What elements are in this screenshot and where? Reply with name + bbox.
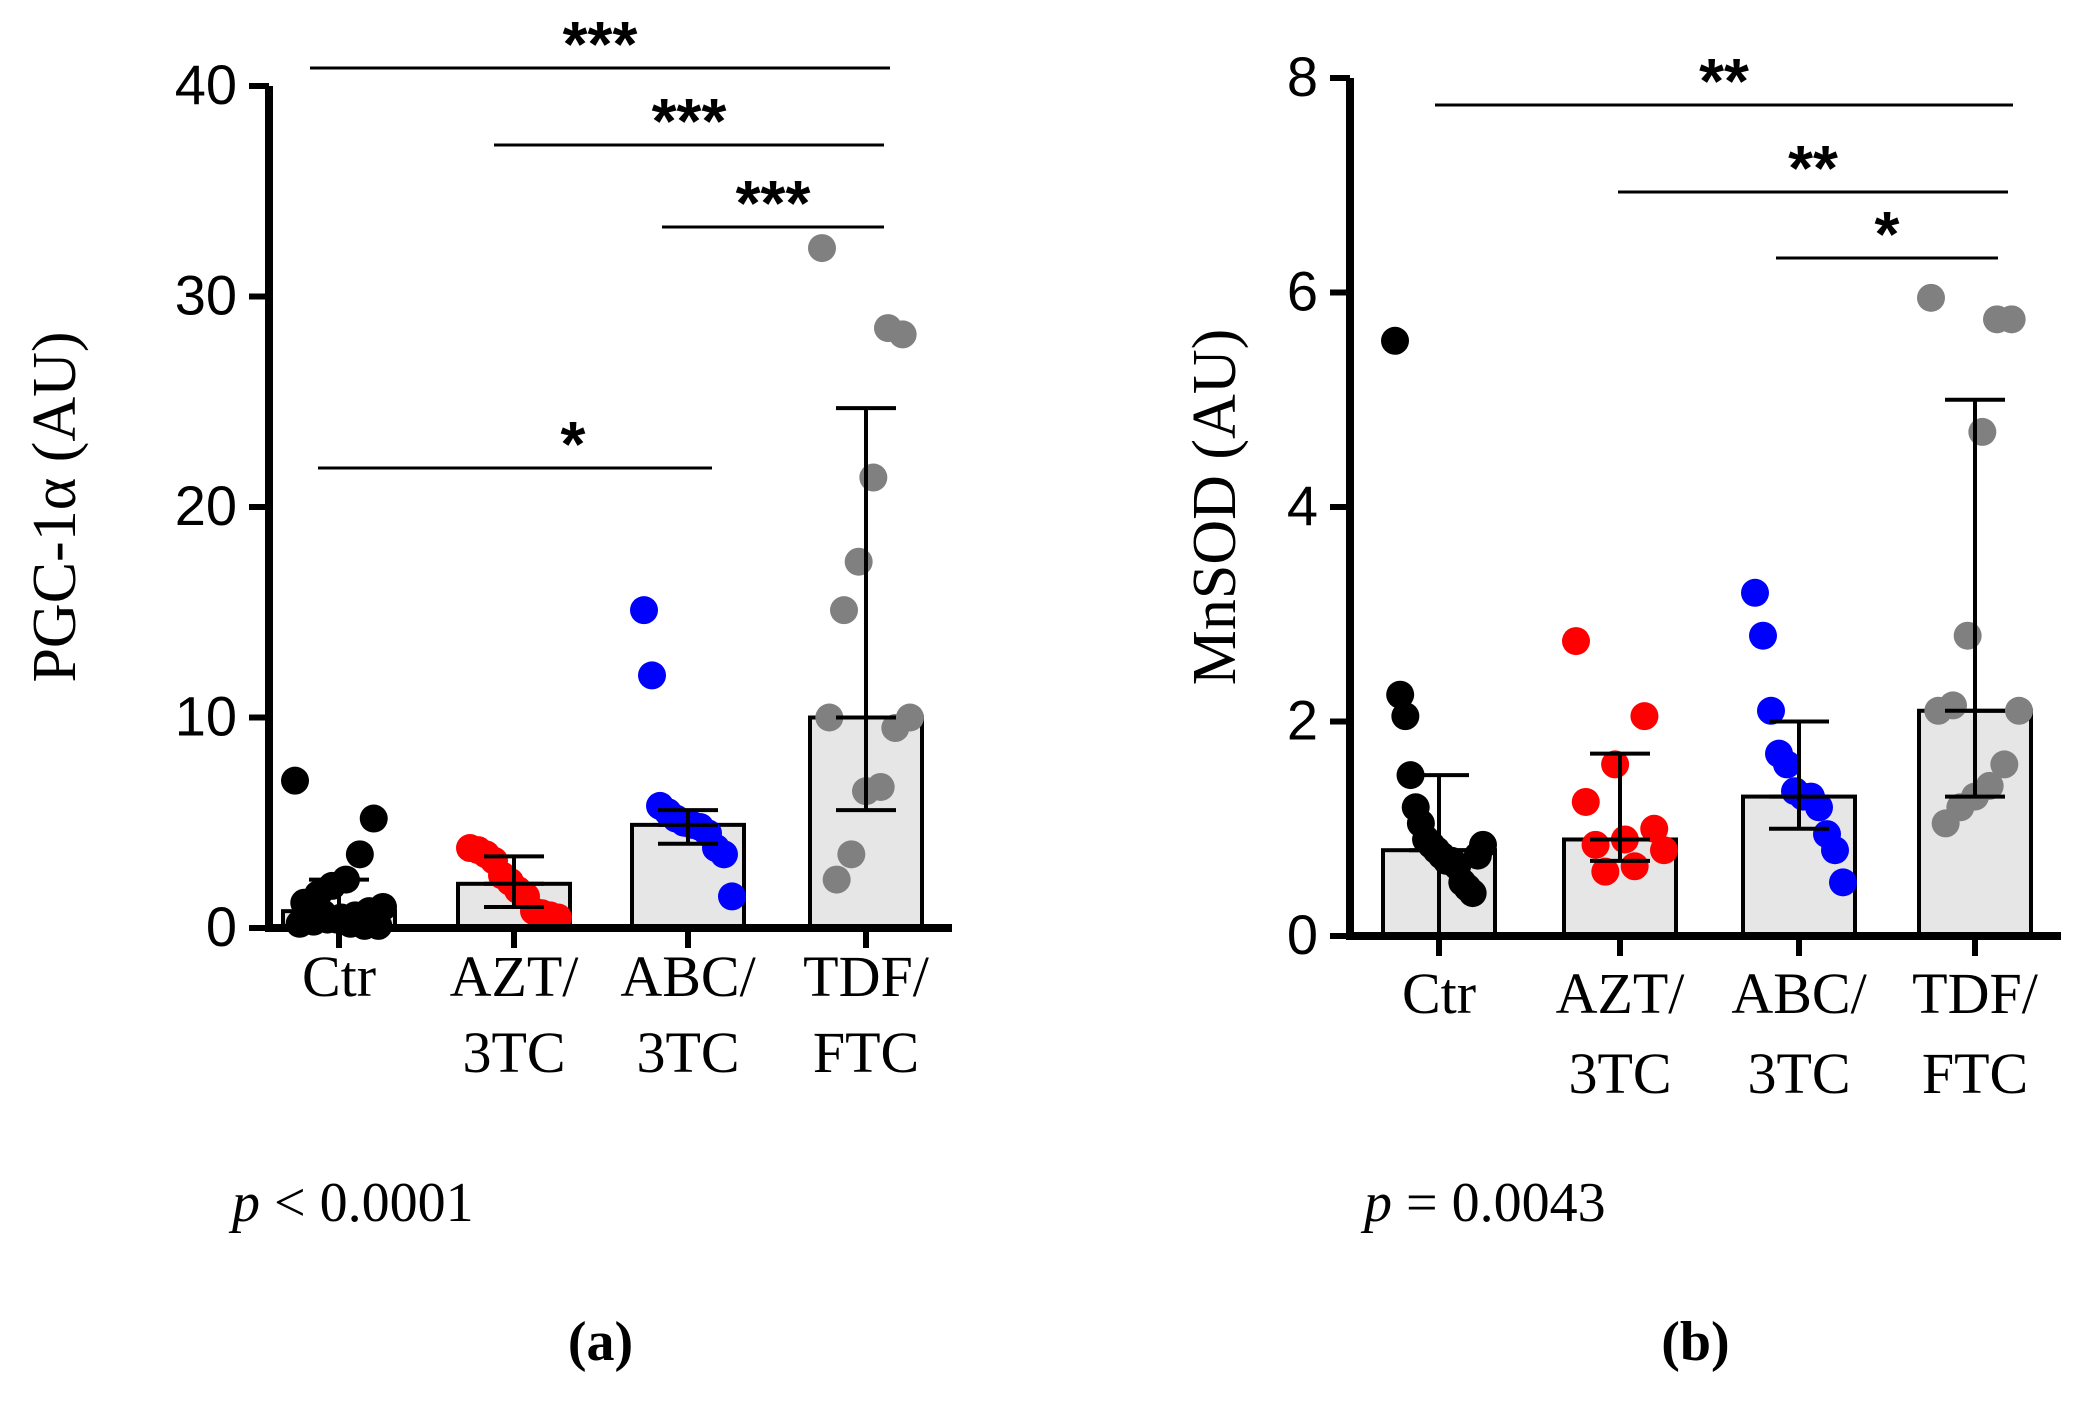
panel-a-significance-label: * [561,408,586,480]
panel-b-data-point [1953,621,1982,650]
panel-a-data-point [359,804,388,833]
panel-b-p-symbol: p [1360,1172,1392,1234]
panel-a-category-label: Ctr [302,944,376,1009]
panel-a-data-point [874,314,902,343]
panel-b-y-axis-title: MnSOD (AU) [1181,329,1249,686]
panel-b-data-point [1990,750,2019,779]
panel-b-p-value-text: = 0.0043 [1392,1172,1606,1234]
panel-a-y-tick-label: 10 [175,685,237,748]
panel-a-data-point [808,234,836,263]
panel-b-data-point [1805,793,1833,822]
panel-b-panel-label: (b) [1661,1311,1729,1373]
panel-b-data-point [1386,680,1415,709]
panel-a-data-point [345,840,374,869]
panel-b-significance-label: ** [1788,132,1838,204]
panel-a-data-point [638,661,666,690]
panel-a-y-tick-label: 0 [206,895,237,958]
panel-b-data-point [1601,750,1630,779]
panel-b-data-point [1469,830,1497,859]
panel-a-p-symbol: p [228,1172,260,1234]
panel-a-category-label: AZT/ [450,944,580,1009]
panel-b-data-point [1829,868,1857,897]
panel-a-y-tick-label: 20 [175,474,237,537]
panel-a-data-point [881,714,910,743]
panel-a-category-label: ABC/ [620,944,756,1009]
panel-b-p-value: p = 0.0043 [1360,1172,1606,1234]
panel-b-data-point [1983,305,2011,334]
panel-a-y-tick-label: 30 [175,264,237,327]
panel-a-panel-label: (a) [568,1311,633,1373]
panel-b-data-point [1591,857,1620,886]
panel-b-data-point [1630,702,1659,731]
panel-b-y-tick-label: 2 [1287,689,1318,752]
panel-b-category-label: AZT/ [1556,961,1686,1026]
panel-b-data-point [1917,283,1945,312]
panel-b-data-point [1562,627,1590,656]
panel-b-data-point [1931,809,1960,838]
panel-b-data-point [1741,578,1769,607]
panel-a-category-label-line2: FTC [813,1020,919,1085]
panel-b-data-point [1757,696,1785,725]
panel-b-y-tick-label: 8 [1287,45,1318,108]
panel-b-significance-label: * [1875,198,1900,270]
panel-b-data-point [1458,879,1487,908]
panel-a-significance-label: *** [736,167,811,239]
panel-a-data-point [281,766,309,795]
panel-b-category-label-line2: FTC [1922,1041,2028,1106]
panel-b-data-point [1640,814,1669,843]
panel-a-y-tick-label: 40 [175,53,237,116]
panel-a-p-value: p < 0.0001 [228,1172,474,1234]
panel-b-data-point [1821,836,1849,865]
panel-a-data-point [837,840,866,869]
panel-b-data-point [1749,621,1777,650]
panel-a-category-label-line2: 3TC [636,1020,739,1085]
panel-b-data-point [1391,702,1420,731]
panel-a-category-label: TDF/ [803,944,930,1009]
panel-b-category-label: ABC/ [1731,961,1867,1026]
panel-b-y-tick-label: 4 [1287,474,1318,537]
panel-b-data-point [1773,750,1801,779]
panel-a-data-point [822,865,851,894]
panel-b-data-point [2005,696,2033,725]
panel-a-category-label-line2: 3TC [462,1020,565,1085]
panel-b-data-point [1581,830,1610,859]
panel-a-data-point [844,547,873,576]
panel-a-data-point [630,596,658,625]
panel-b-y-tick-label: 6 [1287,260,1318,323]
panel-b-data-point [1968,417,1997,446]
panel-b-data-point [1571,787,1600,816]
panel-b-category-label-line2: 3TC [1568,1041,1671,1106]
panel-b-category-label: TDF/ [1912,961,2039,1026]
panel-b-category-label: Ctr [1402,961,1476,1026]
panel-a-significance-label: *** [563,8,638,80]
panel-a-data-point [718,882,746,911]
panel-b-data-point [1381,326,1409,355]
panel-b-y-tick-label: 0 [1287,903,1318,966]
panel-a-data-point [815,703,844,732]
panel-a-significance-label: *** [652,85,727,157]
panel-b-data-point [1924,696,1953,725]
panel-b-data-point [1650,836,1678,865]
panel-a-data-point [830,596,858,625]
panel-a-y-axis-title: PGC-1α (AU) [21,331,89,682]
panel-a-data-point [710,840,738,869]
panel-a-p-value-text: < 0.0001 [260,1172,474,1234]
panel-a-data-point [294,895,323,924]
panel-b-data-point [1620,852,1649,881]
panel-b-category-label-line2: 3TC [1747,1041,1850,1106]
panel-a-data-point [859,463,888,492]
panel-b-significance-label: ** [1699,45,1749,117]
